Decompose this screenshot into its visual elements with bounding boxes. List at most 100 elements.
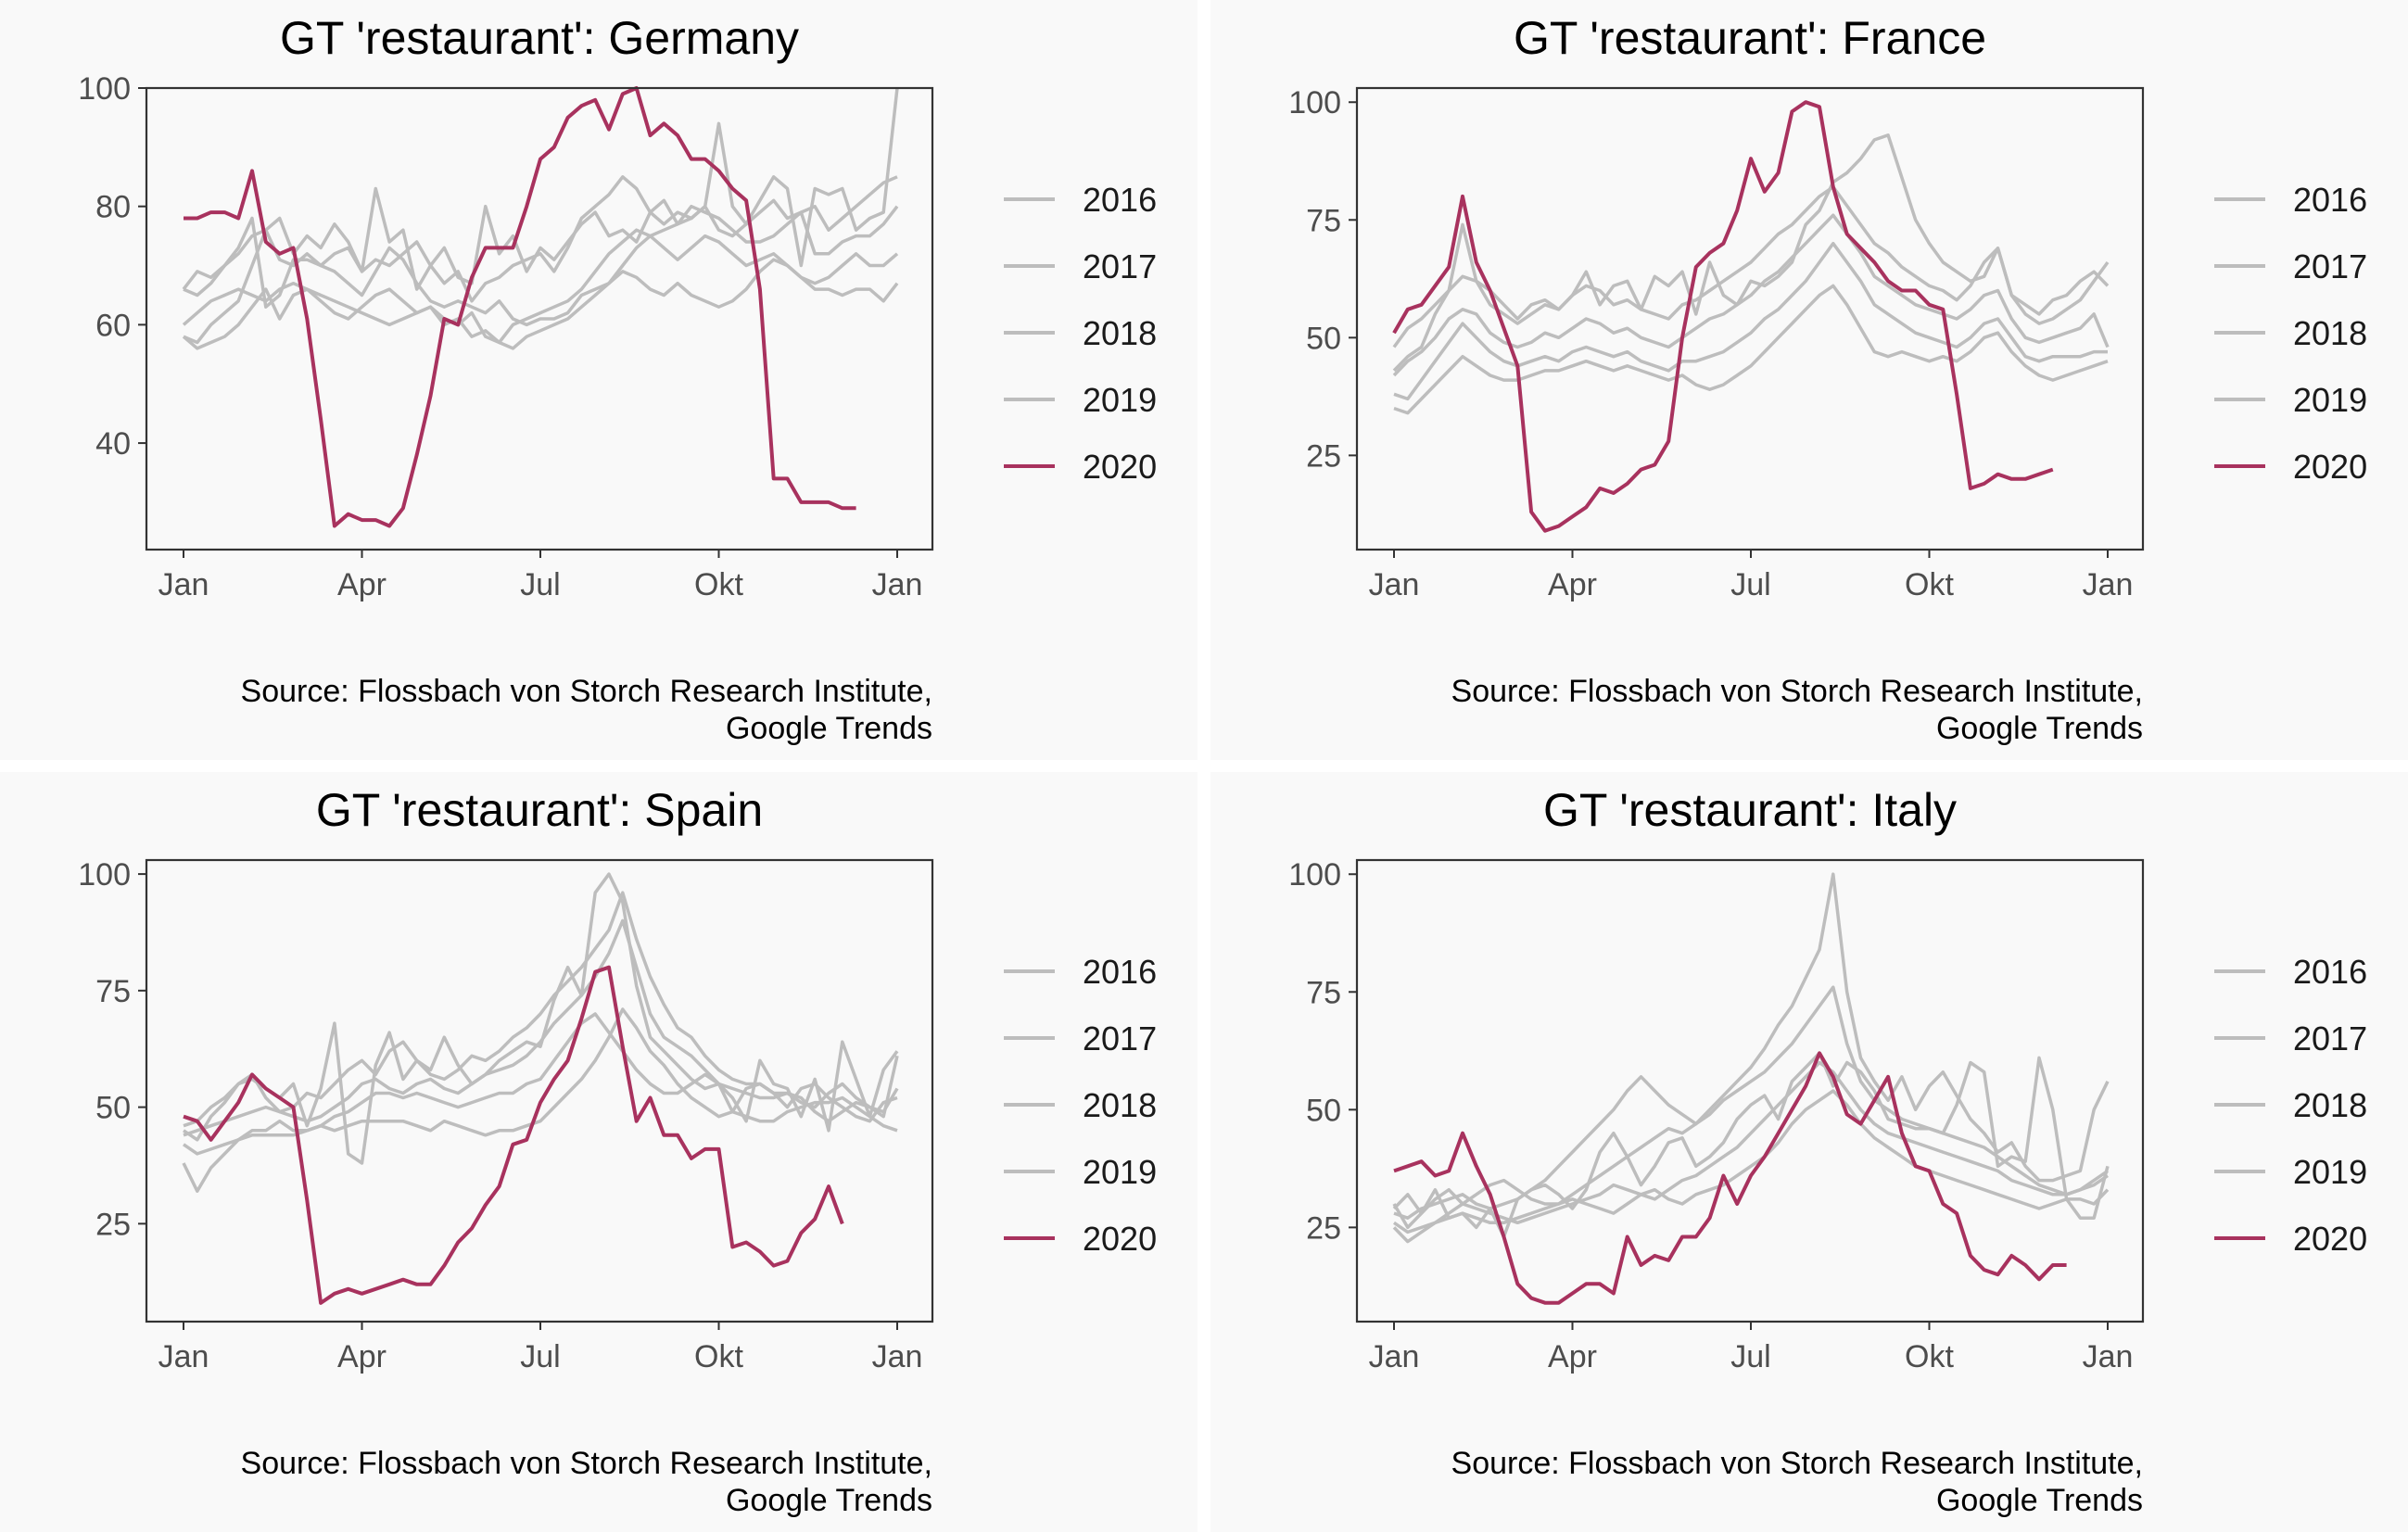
caption-line: Source: Flossbach von Storch Research In… <box>1451 1446 2143 1481</box>
legend-label-2018: 2018 <box>2293 314 2367 352</box>
chart-france: GT 'restaurant': France 25 50 75 100 Jan Apr Ju… <box>1288 12 2367 746</box>
chart-germany: GT 'restaurant': Germany 40 60 80 100 Jan Apr J… <box>78 12 1157 746</box>
legend-label-2018: 2018 <box>1083 314 1157 352</box>
chart-spain: GT 'restaurant': Spain 25 50 75 100 Jan Apr Jul… <box>78 784 1157 1518</box>
legend-label-2019: 2019 <box>2293 1153 2367 1191</box>
y-tick-label: 100 <box>78 71 131 107</box>
x-tick-label: Jan <box>872 567 923 602</box>
x-tick-label: Okt <box>694 567 743 602</box>
legend-label-2016: 2016 <box>1083 953 1157 991</box>
chart-title: GT 'restaurant': Germany <box>280 12 799 64</box>
x-tick-label: Jan <box>2083 1339 2134 1374</box>
y-tick-label: 40 <box>95 426 131 462</box>
series-line-2016 <box>1392 184 2110 348</box>
y-tick-label: 75 <box>1306 975 1341 1010</box>
series-group <box>182 86 899 528</box>
x-tick-label: Apr <box>337 1339 387 1374</box>
x-tick-label: Jan <box>1369 567 1420 602</box>
caption-line: Source: Flossbach von Storch Research In… <box>1451 674 2143 709</box>
legend-label-2016: 2016 <box>1083 181 1157 219</box>
legend-label-2018: 2018 <box>2293 1086 2367 1124</box>
legend-label-2017: 2017 <box>2293 247 2367 285</box>
x-tick-label: Jan <box>2083 567 2134 602</box>
series-group <box>1392 872 2110 1305</box>
series-line-2020 <box>1393 1051 2067 1305</box>
x-tick-label: Jul <box>520 1339 560 1374</box>
plot-border <box>145 858 934 1323</box>
y-tick-label: 50 <box>1306 321 1341 356</box>
series-line-2017 <box>1392 213 2110 377</box>
y-tick-label: 25 <box>1306 1210 1341 1246</box>
series-line-2016 <box>1393 872 2110 1220</box>
x-tick-label: Jan <box>1369 1339 1420 1374</box>
legend-label-2017: 2017 <box>1083 1019 1157 1057</box>
series-line-2019 <box>1393 284 2109 415</box>
chart-panel-germany: GT 'restaurant': Germany 40 60 80 100 Jan Apr J… <box>0 0 1198 760</box>
legend-label-2020: 2020 <box>1083 448 1157 486</box>
y-tick-label: 60 <box>95 308 131 343</box>
y-tick-label: 50 <box>95 1091 131 1126</box>
series-group <box>1392 100 2110 533</box>
x-tick-label: Jul <box>1730 1339 1770 1374</box>
plot-border <box>145 86 934 551</box>
legend-label-2020: 2020 <box>1083 1220 1157 1258</box>
caption-line: Google Trends <box>726 711 932 746</box>
series-line-2020 <box>184 86 856 528</box>
x-tick-label: Jul <box>1730 567 1770 602</box>
y-tick-label: 100 <box>1288 85 1341 120</box>
series-line-2021 <box>1392 1051 2110 1239</box>
series-line-2020 <box>183 965 844 1305</box>
chart-panel-france: GT 'restaurant': France 25 50 75 100 Jan Apr Ju… <box>1210 0 2408 760</box>
legend-label-2016: 2016 <box>2293 953 2367 991</box>
legend-label-2016: 2016 <box>2293 181 2367 219</box>
legend-label-2020: 2020 <box>2293 448 2367 486</box>
y-tick-label: 75 <box>1306 203 1341 238</box>
y-tick-label: 75 <box>95 974 131 1009</box>
series-line-2021 <box>1392 133 2110 373</box>
chart-title: GT 'restaurant': Spain <box>316 784 763 836</box>
chart-panel-spain: GT 'restaurant': Spain 25 50 75 100 Jan Apr Jul… <box>0 772 1198 1532</box>
legend-label-2019: 2019 <box>2293 381 2367 419</box>
x-tick-label: Okt <box>1905 567 1954 602</box>
caption-line: Google Trends <box>1936 1483 2143 1518</box>
series-line-2020 <box>1392 100 2054 533</box>
x-tick-label: Okt <box>1905 1339 1954 1374</box>
x-tick-label: Jan <box>158 567 209 602</box>
y-tick-label: 25 <box>95 1207 131 1242</box>
series-line-2018 <box>1393 241 2108 401</box>
y-tick-label: 50 <box>1306 1093 1341 1128</box>
series-line-2019 <box>1393 1089 2110 1234</box>
x-tick-label: Apr <box>337 567 387 602</box>
plot-border <box>1355 86 2145 551</box>
legend-label-2019: 2019 <box>1083 381 1157 419</box>
caption-line: Google Trends <box>1936 711 2143 746</box>
chart-panel-italy: GT 'restaurant': Italy 25 50 75 100 Jan Apr Jul… <box>1210 772 2408 1532</box>
plot-border <box>1355 858 2145 1323</box>
caption-line: Source: Flossbach von Storch Research In… <box>241 1446 932 1481</box>
x-tick-label: Okt <box>694 1339 743 1374</box>
caption-line: Source: Flossbach von Storch Research In… <box>241 674 932 709</box>
series-line-2019 <box>183 175 898 303</box>
series-line-2021 <box>183 87 899 345</box>
x-tick-label: Apr <box>1548 1339 1597 1374</box>
series-line-2018 <box>182 258 899 350</box>
chart-title: GT 'restaurant': France <box>1514 12 1986 64</box>
legend-label-2018: 2018 <box>1083 1086 1157 1124</box>
legend-label-2017: 2017 <box>1083 247 1157 285</box>
series-line-2021 <box>183 872 899 1165</box>
series-line-2019 <box>183 1007 898 1156</box>
series-line-2017 <box>1392 985 2109 1244</box>
legend-label-2017: 2017 <box>2293 1019 2367 1057</box>
chart-italy: GT 'restaurant': Italy 25 50 75 100 Jan Apr Jul… <box>1288 784 2367 1518</box>
series-group <box>182 872 899 1305</box>
x-tick-label: Jul <box>520 567 560 602</box>
series-line-2018 <box>1392 1060 2109 1230</box>
y-tick-label: 100 <box>1288 857 1341 893</box>
chart-title: GT 'restaurant': Italy <box>1543 784 1957 836</box>
x-tick-label: Apr <box>1548 567 1597 602</box>
legend-label-2019: 2019 <box>1083 1153 1157 1191</box>
y-tick-label: 25 <box>1306 438 1341 474</box>
x-tick-label: Jan <box>872 1339 923 1374</box>
x-tick-label: Jan <box>158 1339 209 1374</box>
y-tick-label: 100 <box>78 857 131 893</box>
